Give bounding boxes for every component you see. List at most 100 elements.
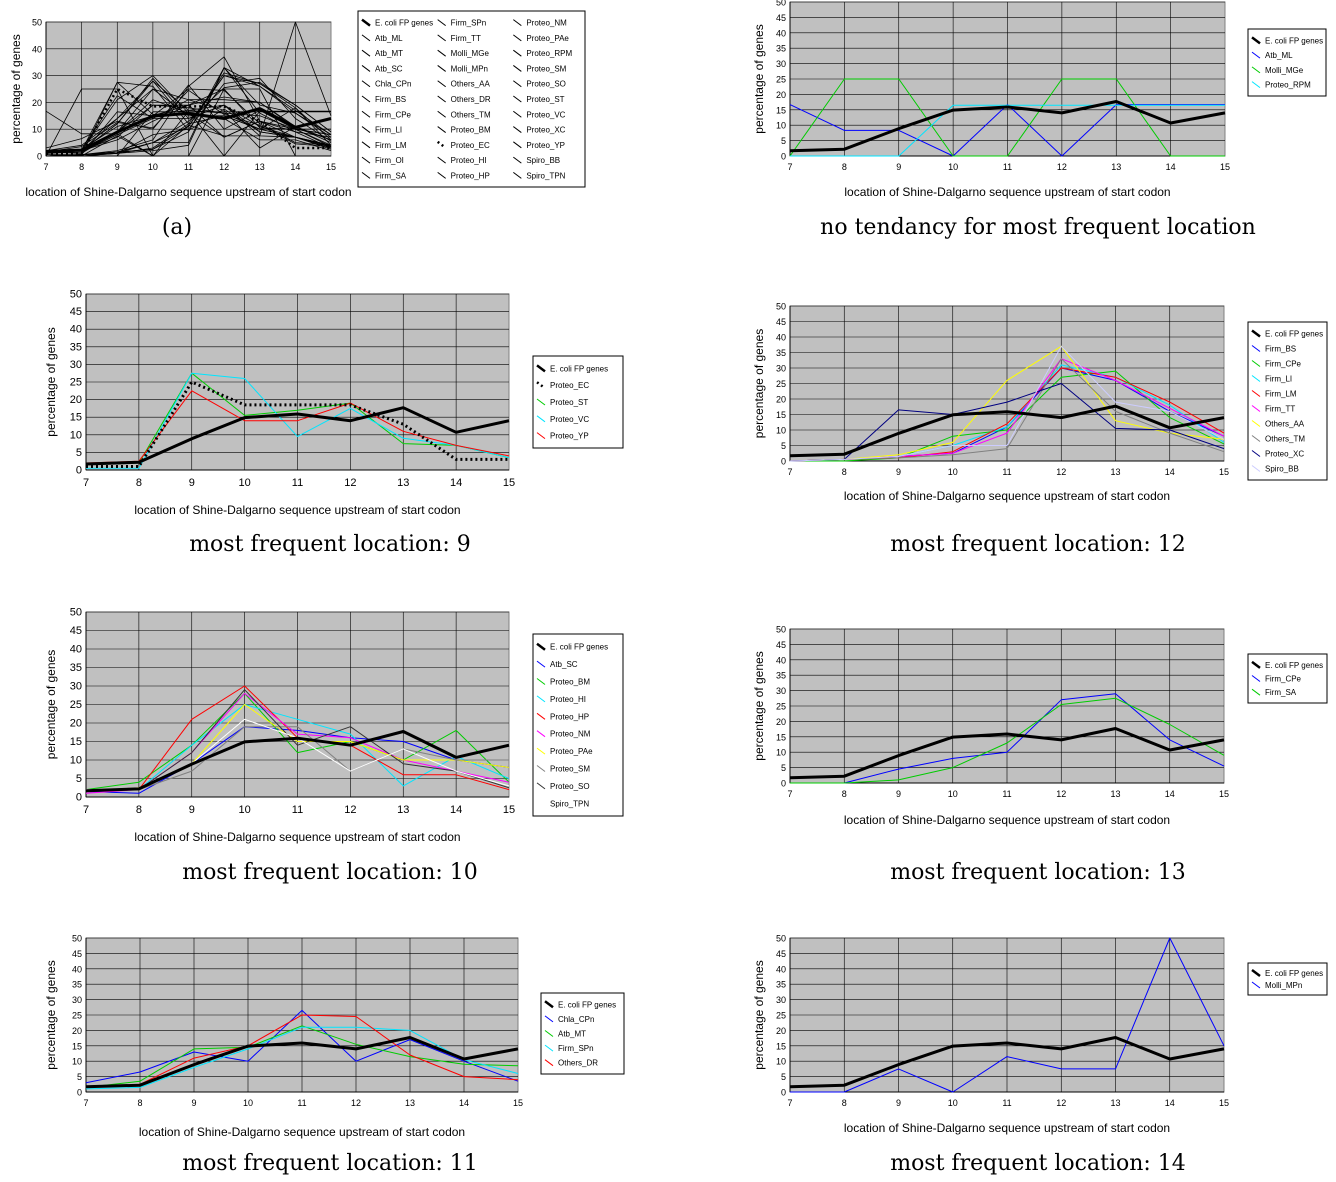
x-tick-label: 10 [948,789,958,799]
legend-label-proteo-vc: Proteo_VC [550,415,589,424]
legend-label-proteo-ec: Proteo_EC [550,381,589,390]
legend-swatch [361,34,371,42]
y-tick-label: 15 [776,1041,786,1051]
legend-label-firm-cpe: Firm_CPe [1265,360,1302,369]
legend-swatch [1251,420,1261,427]
y-tick-label: 15 [70,736,82,748]
y-tick-label: 50 [32,18,42,28]
series-line-proteo-rpm [790,104,1225,157]
x-tick-label: 11 [297,1098,306,1108]
chart-caption: most frequent location: 12 [890,532,1186,557]
legend-swatch [361,156,371,164]
x-tick-label: 13 [397,804,409,816]
series-line-others-aa [45,56,332,157]
y-tick-label: 50 [72,934,82,944]
legend-label-others-dr: Others_DR [451,95,491,104]
y-tick-label: 40 [72,964,82,974]
x-axis-label: location of Shine-Dalgarno sequence upst… [844,813,1170,827]
y-tick-label: 35 [776,671,786,681]
y-tick-label: 30 [32,71,42,81]
legend-label-proteo-hi: Proteo_HI [550,695,586,704]
x-tick-label: 7 [787,1098,792,1108]
y-tick-label: 30 [70,359,82,371]
legend-label-proteo-rpm: Proteo_RPM [1265,81,1311,90]
y-tick-label: 45 [72,949,82,959]
legend-label-proteo-so: Proteo_SO [526,80,566,89]
legend-swatch [1251,981,1261,989]
series-line-proteo-st [85,372,510,466]
series-line-atb-ml [789,104,1225,157]
x-tick-label: 9 [896,1098,901,1108]
legend-swatch [1251,405,1261,412]
legend-swatch [536,642,546,651]
x-tick-label: 15 [503,477,515,489]
x-tick-label: 14 [1166,162,1176,172]
legend-label-proteo-yp: Proteo_YP [550,432,589,441]
y-tick-label: 25 [776,1011,786,1021]
legend-swatch [513,126,522,133]
x-axis-label: location of Shine-Dalgarno sequence upst… [134,830,460,844]
x-tick-label: 12 [1056,789,1066,799]
x-tick-label: 10 [948,162,958,172]
y-tick-label: 45 [776,949,786,959]
series-line-firm-spn [85,1026,519,1090]
legend-swatch [1251,51,1261,59]
legend-swatch [437,171,446,179]
legend-label-firm-lm: Firm_LM [375,141,407,150]
legend-swatch [536,712,546,720]
legend-label-firm-sa: Firm_SA [375,171,407,180]
legend-box [532,633,624,817]
legend: E. coli FP genes Atb_SC Proteo_BM Proteo_HI… [532,633,624,817]
y-tick-label: 40 [776,28,786,38]
y-tick-label: 10 [70,429,82,441]
series-line-proteo-vc [86,372,510,469]
y-tick-label: 30 [776,995,786,1005]
legend-label-proteo-yp: Proteo_YP [526,141,565,150]
y-tick-label: 50 [776,302,786,312]
x-tick-label: 9 [896,467,901,477]
legend-label-proteo-sm: Proteo_SM [550,765,590,774]
y-tick-label: 0 [781,152,786,162]
legend-label-proteo-pae: Proteo_PAe [550,747,593,756]
y-tick-label: 50 [776,625,786,635]
legend-swatch [536,747,546,755]
y-tick-label: 20 [776,90,786,100]
legend-swatch [536,695,546,703]
legend-label-e-coli-fp-genes: E. coli FP genes [550,364,608,373]
legend-swatch [437,156,446,164]
legend-swatch [361,171,371,179]
chart-6: 0 5 10 15 20 25 30 35 40 45 50 7 8 9 10 11 12 13 14 15 locat… [752,625,1328,827]
legend-swatch [361,141,371,149]
legend-swatch [1251,66,1261,74]
y-tick-label: 5 [781,136,786,146]
x-tick-label: 9 [115,162,120,172]
legend-label-proteo-xc: Proteo_XC [526,126,565,135]
series-line-proteo-sm [85,726,509,792]
x-tick-label: 7 [83,477,89,489]
y-tick-label: 0 [781,1088,786,1098]
x-tick-label: 14 [450,477,462,489]
x-tick-label: 14 [450,804,462,816]
x-tick-label: 15 [513,1098,523,1108]
y-tick-label: 30 [776,686,786,696]
series-line-e-coli-fp-genes [789,1036,1225,1089]
series-line-firm-cpe [790,370,1225,462]
y-tick-label: 40 [70,324,82,336]
series-line-proteo-xc [789,383,1225,462]
legend-label-proteo-hp: Proteo_HP [550,712,589,721]
y-tick-label: 5 [77,1072,82,1082]
series-line-molli-mge [789,78,1225,157]
legend-swatch [536,799,546,807]
y-tick-label: 5 [76,447,82,459]
series-line-proteo-bm [85,692,510,791]
y-tick-label: 15 [72,1041,82,1051]
legend-swatch [1251,465,1261,472]
x-tick-label: 11 [1002,789,1011,799]
legend-label-proteo-st: Proteo_ST [550,398,588,407]
chart-caption: most frequent location: 11 [182,1151,478,1176]
x-axis-label: location of Shine-Dalgarno sequence upst… [844,489,1170,503]
y-axis-label: percentage of genes [752,329,766,438]
x-tick-label: 15 [503,804,515,816]
x-tick-label: 7 [43,162,48,172]
